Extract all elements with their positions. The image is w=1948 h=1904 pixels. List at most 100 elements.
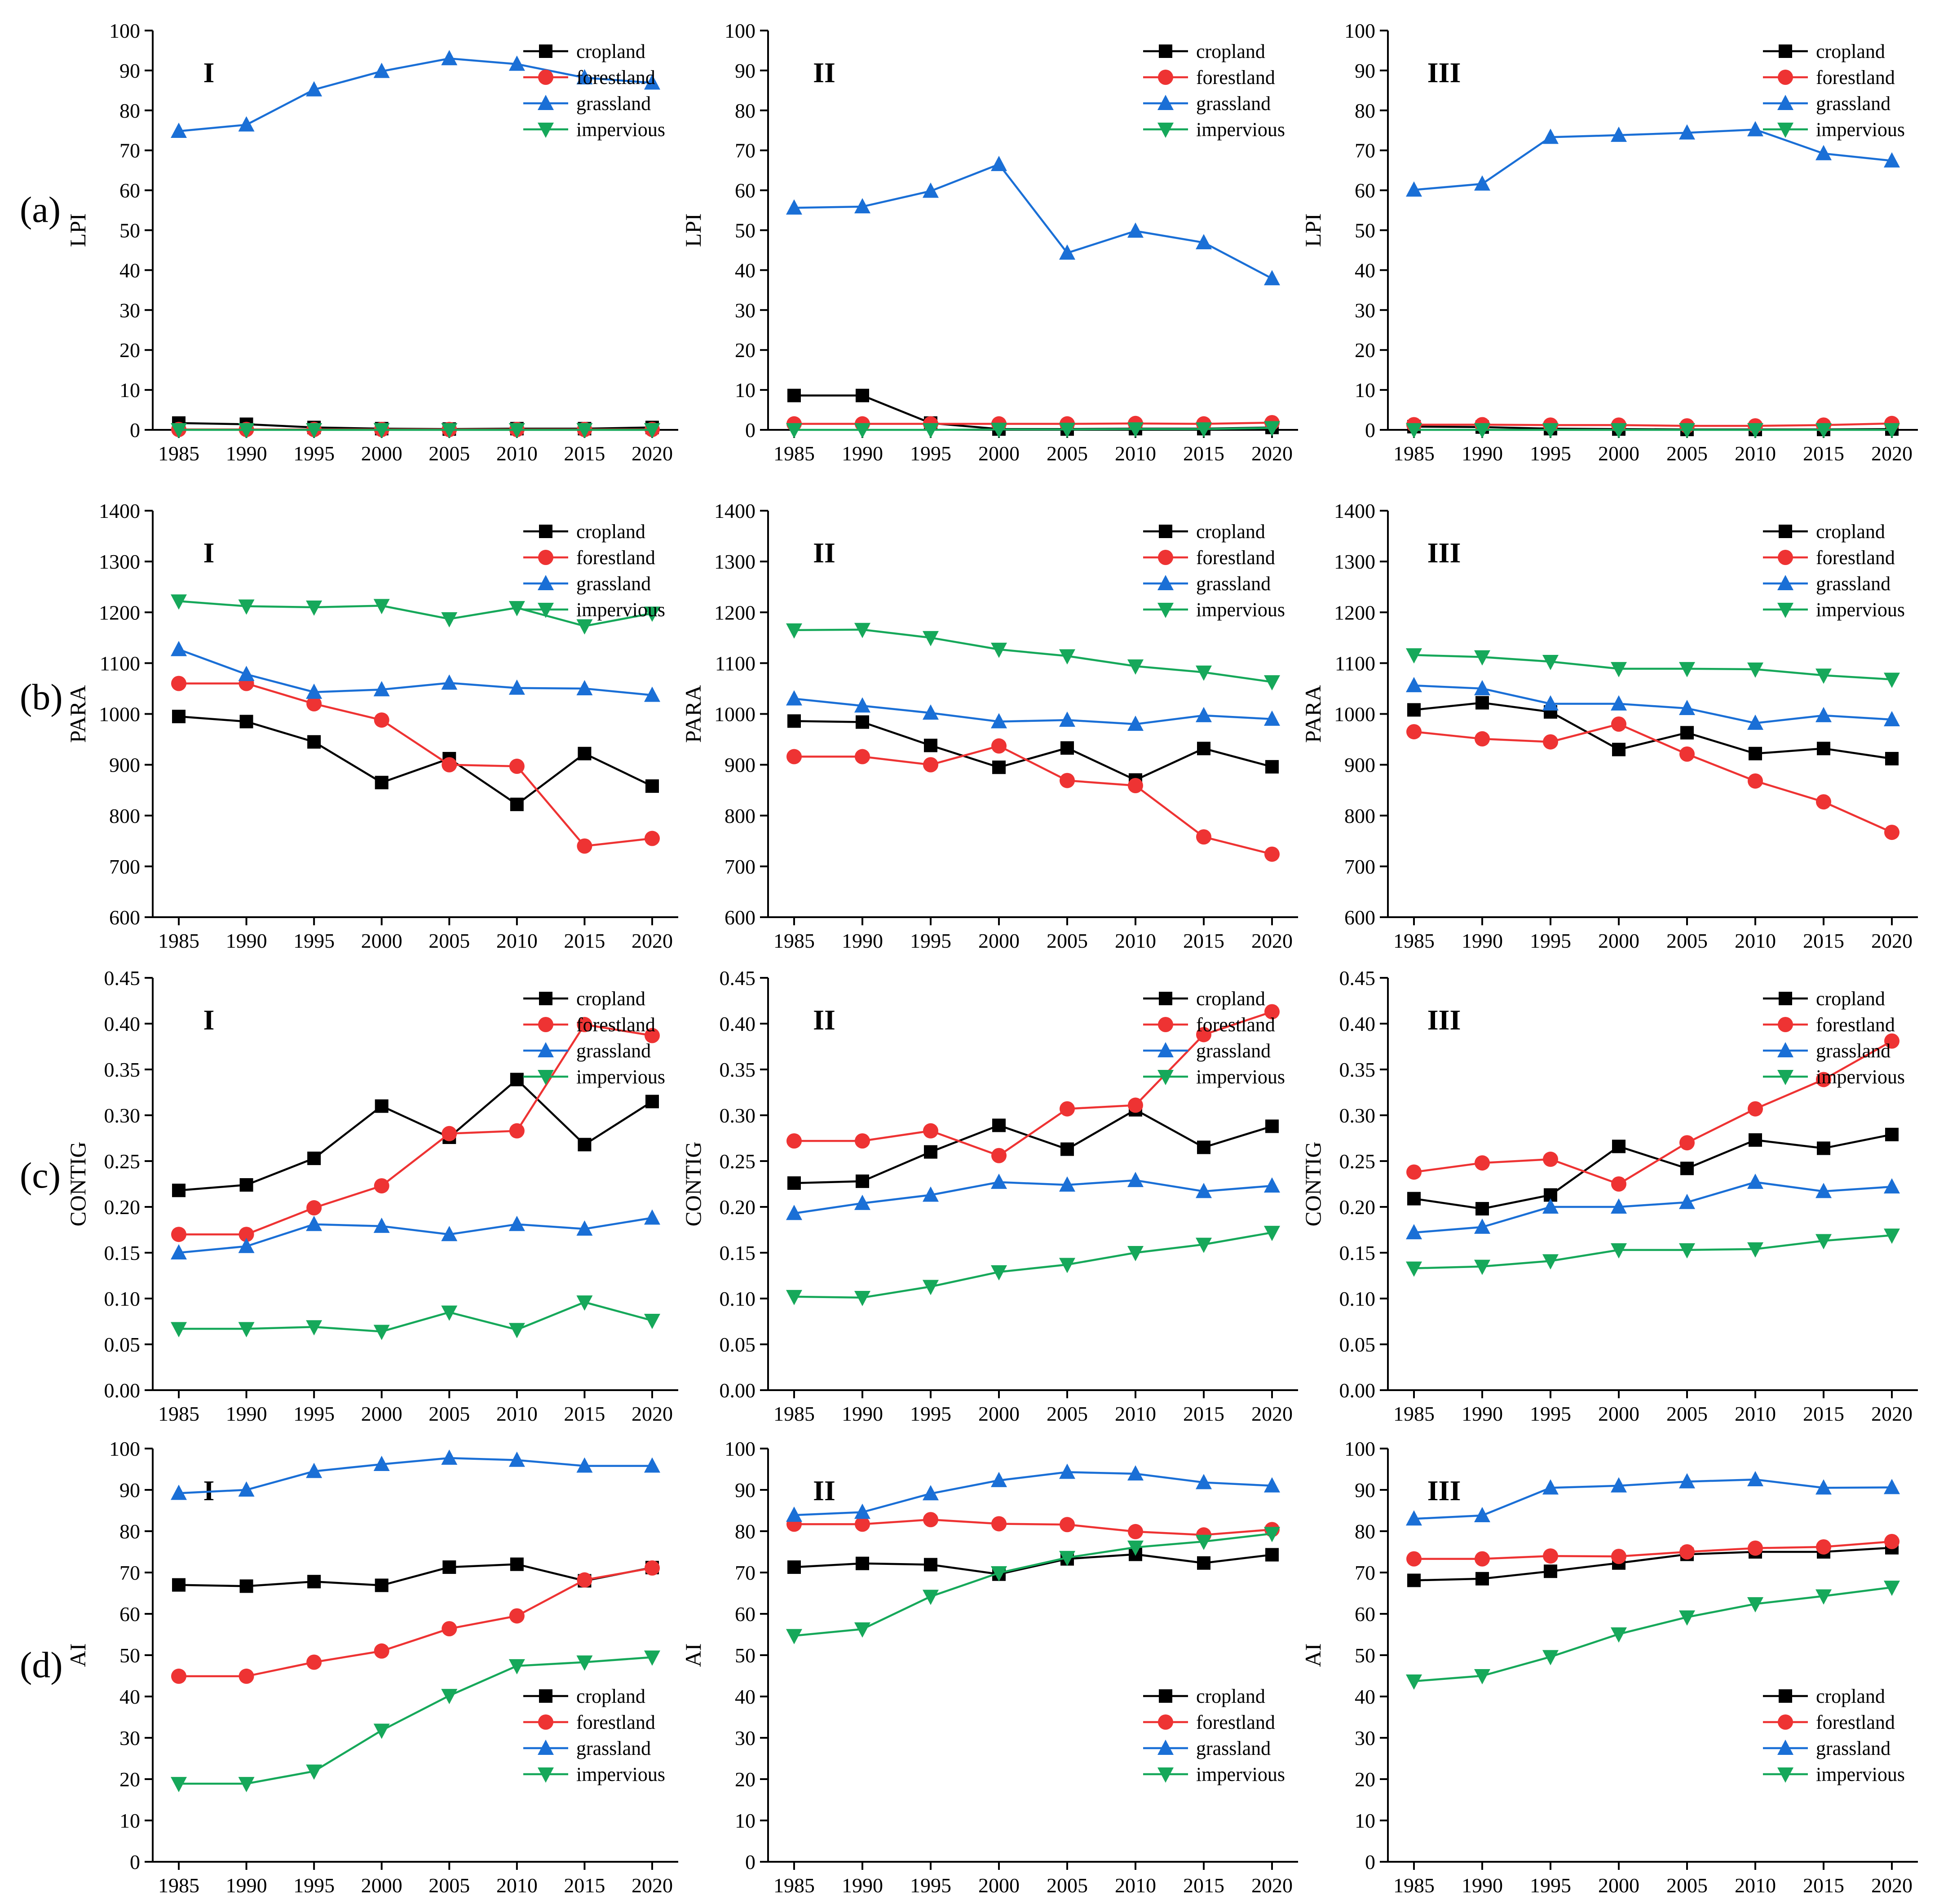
legend-label-impervious: impervious — [576, 1066, 665, 1088]
x-tick-label: 2020 — [632, 1402, 673, 1425]
data-point-forestland — [1543, 734, 1558, 750]
data-point-cropland — [172, 1184, 186, 1197]
x-tick-label: 2005 — [1047, 1402, 1088, 1425]
data-point-forestland — [577, 838, 592, 854]
data-point-grassland — [1542, 1198, 1559, 1214]
legend-marker-cropland — [1159, 44, 1172, 58]
x-tick-label: 1985 — [1393, 1402, 1435, 1425]
x-tick-label: 2015 — [1803, 1402, 1844, 1425]
series-line-cropland — [794, 1109, 1272, 1184]
chart-panel-0-1: 0 10 20 30 40 50 60 70 80 90 100 1985 1990 1995 2000 20… — [680, 19, 1298, 465]
y-tick-label: 1400 — [99, 499, 140, 522]
legend-label-impervious: impervious — [1816, 599, 1905, 621]
legend-label-forestland: forestland — [1816, 1014, 1895, 1036]
y-tick-label: 70 — [735, 139, 755, 162]
y-tick-label: 0.35 — [104, 1058, 141, 1081]
data-point-impervious — [508, 1323, 525, 1339]
data-point-grassland — [1747, 121, 1763, 137]
legend-marker-forestland — [1158, 1017, 1173, 1032]
data-point-grassland — [238, 666, 255, 681]
x-tick-label: 2010 — [1115, 442, 1156, 465]
legend-marker-grassland — [1157, 575, 1174, 590]
x-tick-label: 1985 — [773, 929, 815, 952]
data-point-impervious — [854, 423, 870, 438]
y-tick-label: 0.35 — [1339, 1058, 1376, 1081]
legend-marker-cropland — [539, 992, 552, 1005]
legend-label-forestland: forestland — [576, 66, 655, 88]
x-tick-label: 2020 — [632, 1874, 673, 1897]
legend-marker-grassland — [1157, 1740, 1174, 1755]
series-line-cropland — [178, 1563, 653, 1587]
legend-marker-cropland — [539, 44, 552, 58]
y-tick-label: 0 — [130, 1851, 140, 1873]
data-point-grassland — [1059, 1176, 1075, 1192]
series-line-cropland — [178, 1078, 653, 1192]
legend-marker-forestland — [538, 550, 553, 565]
data-point-cropland — [1265, 1119, 1279, 1133]
legend-marker-impervious — [1157, 603, 1174, 618]
x-tick-label: 1985 — [158, 442, 199, 465]
chart-panel-1-0: 600 700 800 900 1000 1100 1200 1300 1400 1985 1990… — [65, 499, 678, 952]
y-tick-label: 0.00 — [1339, 1379, 1376, 1402]
data-point-cropland — [787, 389, 801, 402]
series-line-grassland — [1414, 1478, 1892, 1520]
data-point-forestland — [1128, 778, 1143, 794]
data-point-grassland — [854, 1503, 870, 1519]
data-point-forestland — [1748, 773, 1763, 789]
data-point-forestland — [171, 1668, 186, 1684]
series-line-grassland — [1414, 1181, 1892, 1234]
series-line-cropland — [1414, 1133, 1892, 1210]
legend-marker-grassland — [1777, 1042, 1793, 1057]
data-point-grassland — [1611, 1198, 1627, 1214]
data-point-cropland — [1060, 741, 1074, 755]
data-point-impervious — [1059, 1258, 1075, 1273]
x-tick-label: 2000 — [361, 1874, 402, 1897]
x-tick-label: 2015 — [1803, 442, 1844, 465]
legend-marker-grassland — [1777, 575, 1793, 590]
series-line-grassland — [178, 1457, 652, 1494]
data-point-impervious — [576, 423, 593, 438]
x-tick-label: 2005 — [1666, 929, 1708, 952]
x-tick-label: 2010 — [496, 442, 538, 465]
y-tick-label: 0.20 — [1339, 1196, 1376, 1219]
data-point-cropland — [1197, 1140, 1210, 1154]
data-point-grassland — [1406, 677, 1422, 693]
data-point-forestland — [1128, 1524, 1143, 1539]
legend-label-cropland: cropland — [1816, 988, 1885, 1010]
data-point-impervious — [1059, 423, 1075, 438]
series-line-grassland — [178, 1217, 653, 1254]
series-line-impervious — [1414, 1234, 1892, 1269]
data-point-forestland — [1748, 1540, 1763, 1556]
series-line-impervious — [179, 1656, 653, 1785]
series-line-forestland — [1414, 723, 1892, 834]
data-point-impervious — [786, 1629, 802, 1644]
series-line-grassland — [1414, 684, 1892, 724]
data-point-grassland — [171, 1484, 187, 1500]
y-tick-label: 1300 — [99, 550, 140, 573]
data-point-cropland — [856, 715, 869, 729]
y-tick-label: 30 — [119, 1727, 140, 1749]
data-point-impervious — [1264, 421, 1280, 437]
data-point-impervious — [1611, 1243, 1627, 1259]
legend-label-forestland: forestland — [576, 1711, 655, 1733]
legend-marker-grassland — [538, 1042, 554, 1057]
data-point-cropland — [1407, 703, 1421, 717]
y-tick-label: 10 — [1355, 379, 1375, 402]
data-point-impervious — [306, 1764, 322, 1780]
data-point-impervious — [854, 623, 870, 638]
data-point-forestland — [239, 1227, 254, 1242]
data-point-cropland — [1265, 1548, 1279, 1562]
legend-label-cropland: cropland — [576, 988, 645, 1010]
y-tick-label: 0.15 — [104, 1241, 141, 1264]
data-point-impervious — [306, 423, 322, 438]
data-point-grassland — [1542, 128, 1559, 144]
legend-marker-forestland — [1778, 70, 1793, 85]
data-point-impervious — [1815, 423, 1832, 438]
data-point-grassland — [1747, 1471, 1763, 1486]
legend: cropland forestland grassland impervious — [1763, 521, 1905, 621]
data-point-impervious — [171, 1777, 187, 1793]
y-tick-label: 800 — [109, 804, 140, 827]
legend-label-grassland: grassland — [1816, 573, 1891, 595]
legend-marker-cropland — [1159, 992, 1172, 1005]
x-tick-label: 2000 — [978, 442, 1020, 465]
